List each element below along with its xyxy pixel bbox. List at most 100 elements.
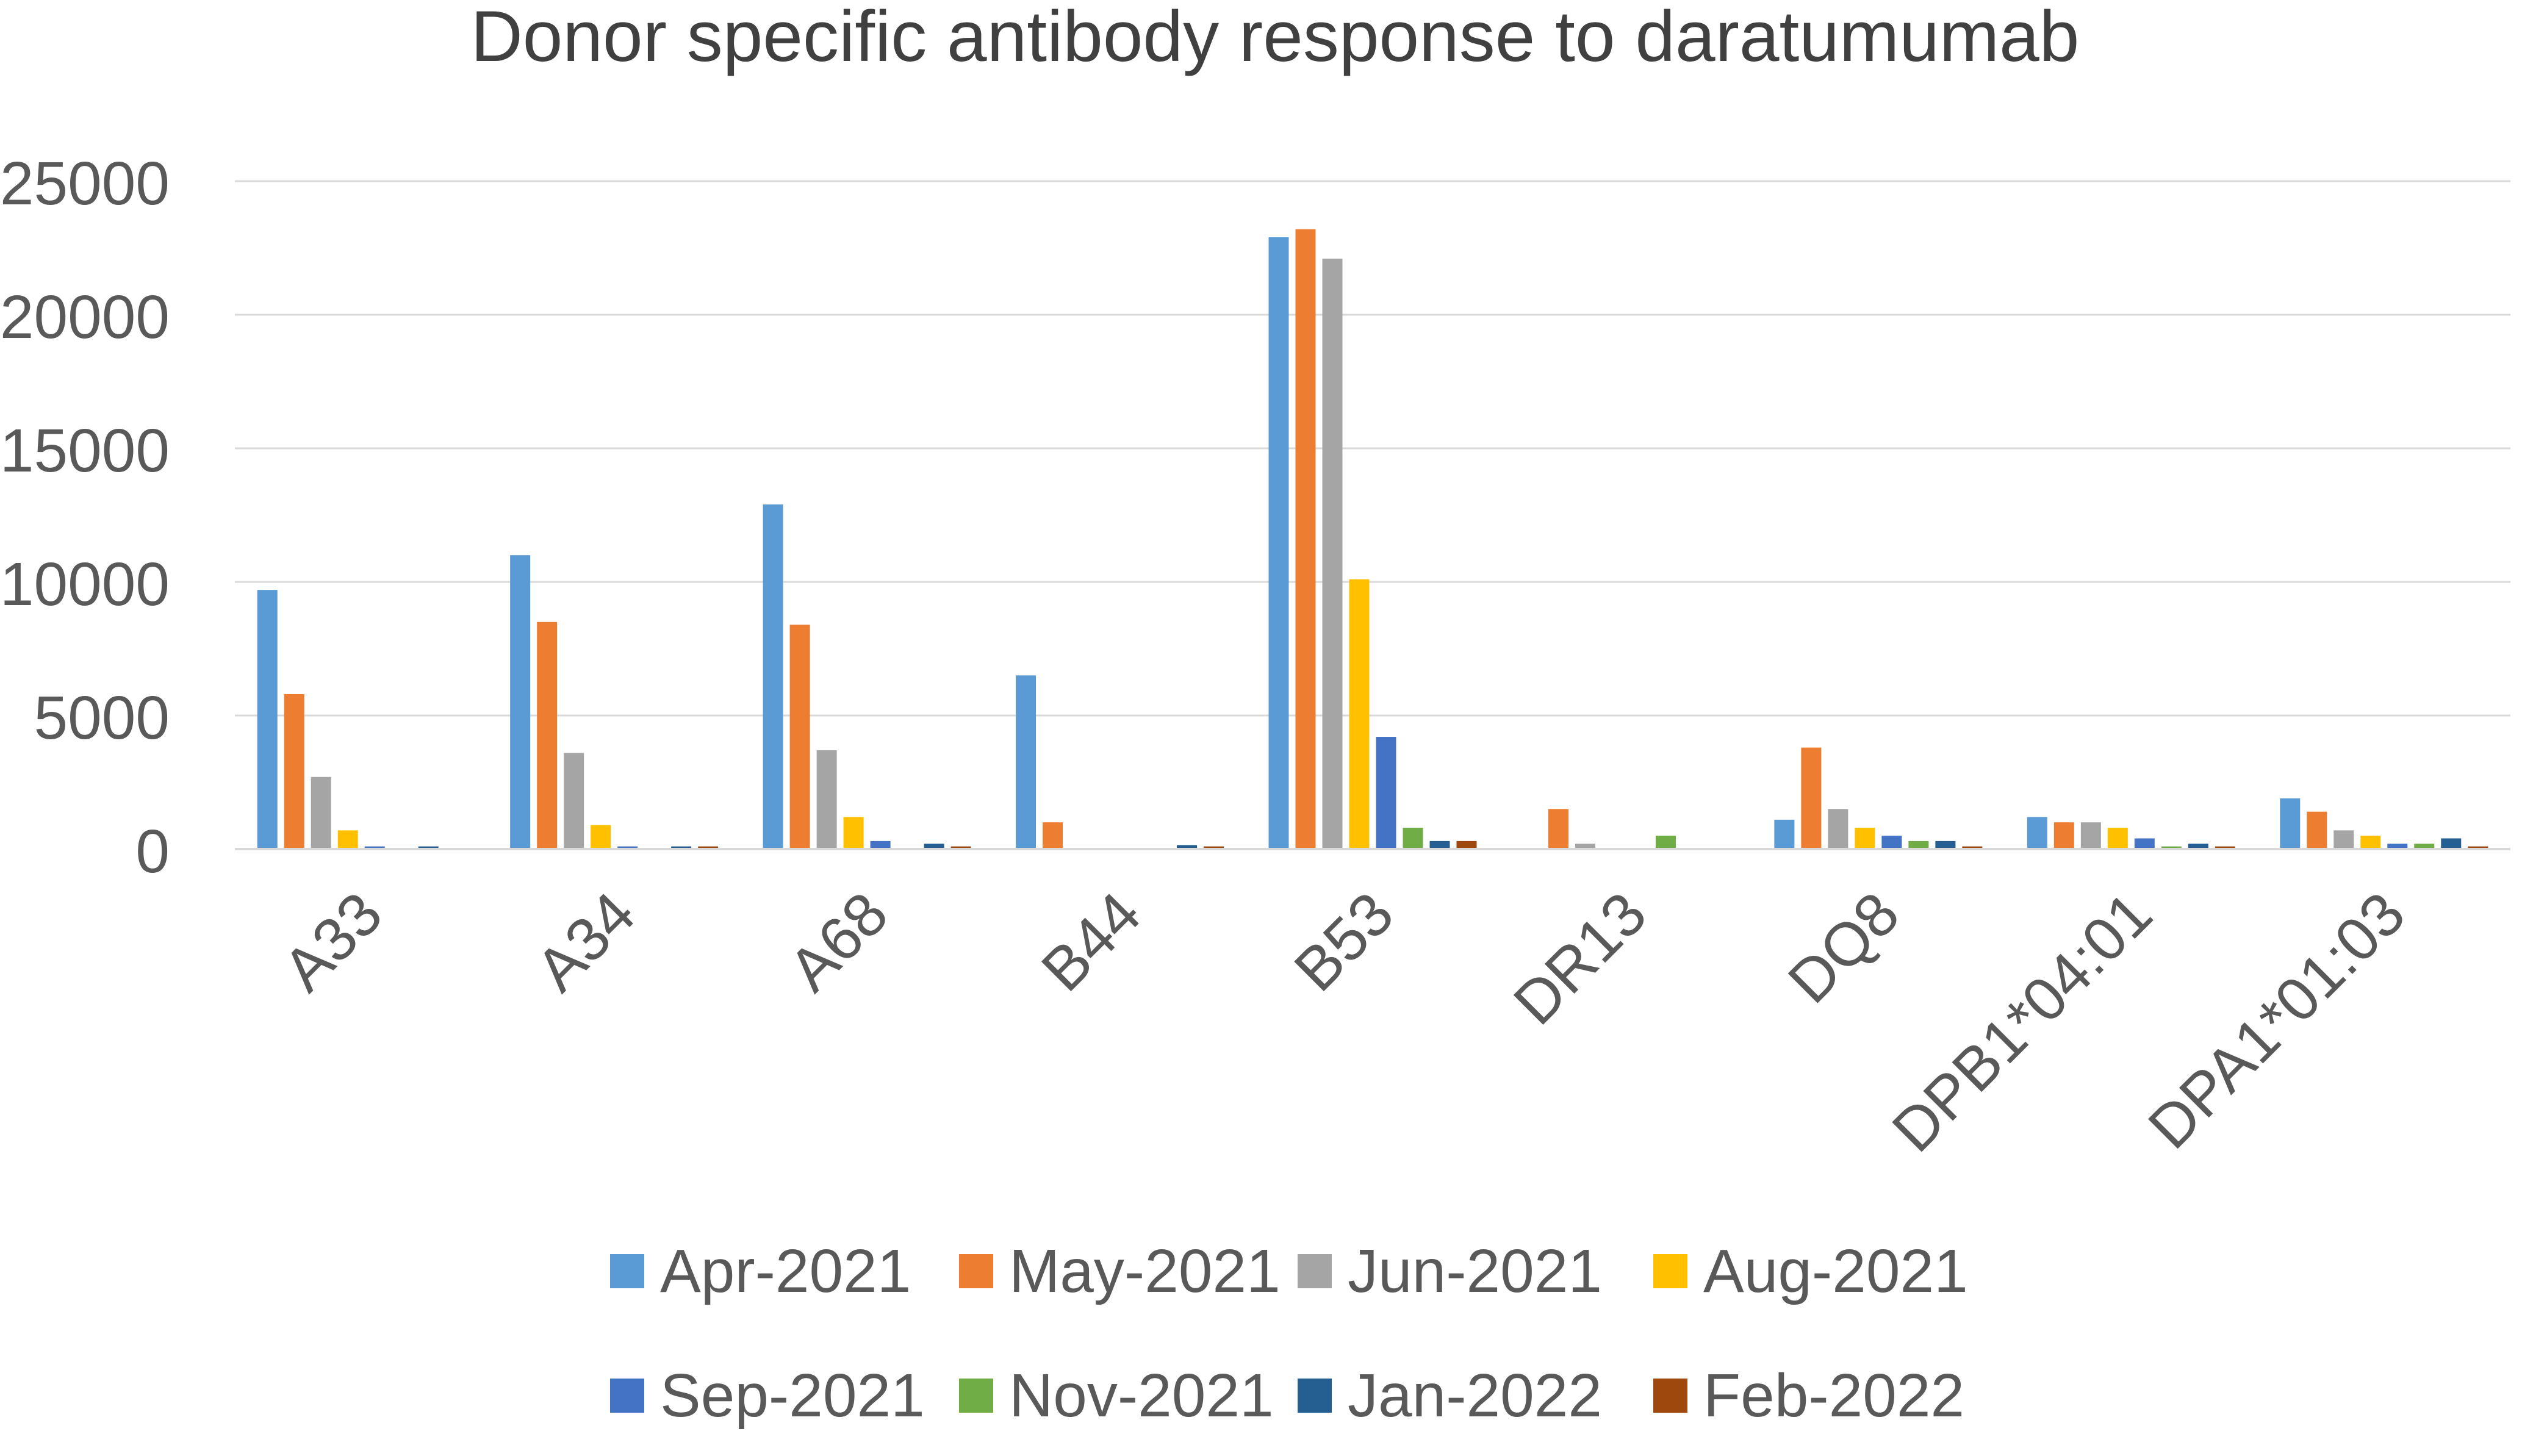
legend-item: Nov-2021 (959, 1361, 1274, 1430)
bar (870, 841, 891, 849)
bar (1204, 846, 1224, 849)
bar (671, 846, 692, 849)
bar (1801, 747, 1822, 849)
legend-label: Feb-2022 (1703, 1361, 1964, 1430)
legend-label: Jun-2021 (1348, 1237, 1602, 1305)
x-tick-label: B44 (1029, 879, 1154, 1004)
legend-label: Jan-2022 (1348, 1361, 1602, 1430)
legend: Apr-2021 May-2021 Jun-2021 Aug-2021 Sep-2021… (610, 1237, 1968, 1430)
bar (2027, 817, 2047, 849)
x-tick-label: DR13 (1501, 879, 1659, 1038)
legend-swatch (959, 1254, 993, 1288)
bar (2387, 844, 2408, 849)
bar (1855, 827, 1875, 849)
bar (2307, 811, 2327, 849)
bar (1575, 844, 1595, 849)
bar (2188, 844, 2208, 849)
bar (284, 694, 304, 849)
bar (2080, 822, 2101, 849)
legend-item: Apr-2021 (610, 1237, 911, 1305)
legend-label: Aug-2021 (1703, 1237, 1968, 1305)
bar (617, 846, 638, 849)
x-tick-label: A68 (776, 879, 901, 1004)
bar (1016, 675, 1036, 849)
bar (1655, 836, 1676, 849)
bar (1403, 827, 1423, 849)
bar (337, 830, 358, 849)
bar (789, 625, 810, 849)
y-tick-label: 25000 (0, 149, 170, 218)
bar (537, 622, 558, 849)
legend-swatch (1298, 1379, 1332, 1413)
bar (763, 504, 783, 849)
bar (2053, 822, 2074, 849)
bar (1043, 822, 1063, 849)
bar (1322, 259, 1343, 849)
bar (1774, 819, 1795, 849)
legend-item: Jan-2022 (1298, 1361, 1602, 1430)
x-tick-label: DQ8 (1775, 879, 1913, 1016)
bar (924, 844, 944, 849)
bar (564, 753, 584, 849)
bar (2333, 830, 2354, 849)
bar (2161, 846, 2182, 849)
x-axis-tick-labels: A33 A34 A68 B44 B53 DR13 DQ8DPB1*04:01DPA1*01:… (270, 879, 2418, 1164)
y-tick-label: 15000 (0, 417, 170, 485)
y-tick-label: 10000 (0, 550, 170, 619)
x-tick-label: A34 (523, 879, 648, 1004)
bar (816, 750, 837, 849)
bar (2414, 844, 2435, 849)
legend-swatch (610, 1254, 644, 1288)
bar (510, 555, 531, 849)
bar (2280, 798, 2301, 849)
legend-item: Feb-2022 (1653, 1361, 1964, 1430)
legend-label: Sep-2021 (660, 1361, 925, 1430)
bar (1935, 841, 1956, 849)
bar (1429, 841, 1450, 849)
y-tick-label: 5000 (34, 684, 170, 752)
bar (2134, 838, 2155, 849)
bar (1548, 809, 1568, 849)
bar (2360, 836, 2381, 849)
bar (2107, 827, 2128, 849)
bar (418, 846, 439, 849)
legend-label: Nov-2021 (1009, 1361, 1274, 1430)
legend-item: May-2021 (959, 1237, 1281, 1305)
chart-title: Donor specific antibody response to dara… (471, 0, 2080, 77)
bar (1456, 841, 1477, 849)
x-tick-label: B53 (1282, 879, 1407, 1004)
bar (2215, 846, 2235, 849)
legend-swatch (1653, 1379, 1687, 1413)
legend-swatch (959, 1379, 993, 1413)
bar (591, 825, 611, 849)
bar (950, 846, 971, 849)
x-tick-label: DPA1*01:03 (2135, 879, 2418, 1161)
y-tick-label: 0 (135, 817, 170, 886)
bar (843, 817, 864, 849)
bar (1177, 845, 1198, 849)
legend-label: Apr-2021 (660, 1237, 911, 1305)
legend-swatch (1653, 1254, 1687, 1288)
bar (364, 846, 385, 849)
bar (1349, 579, 1370, 849)
x-tick-label: DPB1*04:01 (1880, 879, 2165, 1164)
y-axis-tick-labels: 0 5000 10000 15000 20000 25000 (0, 149, 170, 886)
legend-item: Jun-2021 (1298, 1237, 1602, 1305)
bar (1376, 737, 1396, 849)
bar (698, 846, 719, 849)
legend-item: Aug-2021 (1653, 1237, 1968, 1305)
gridlines (235, 180, 2510, 717)
legend-item: Sep-2021 (610, 1361, 925, 1430)
bar (311, 776, 331, 849)
bar (1962, 846, 1983, 849)
legend-label: May-2021 (1009, 1237, 1281, 1305)
legend-swatch (610, 1379, 644, 1413)
bar (2441, 838, 2462, 849)
bar (257, 590, 278, 849)
bar (1828, 809, 1848, 849)
bar (1295, 229, 1316, 850)
bar (2468, 846, 2488, 849)
legend-swatch (1298, 1254, 1332, 1288)
